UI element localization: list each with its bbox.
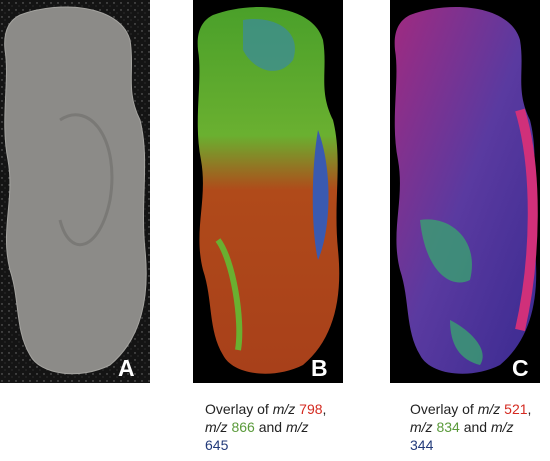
caption-text: , [527,401,532,417]
panel-b: B [193,0,343,383]
caption-text: 645 [205,437,229,453]
caption-text: 866 [231,419,255,435]
caption-text: m/z [285,419,309,435]
panel-label: A [118,355,135,381]
caption-line: 645 [205,436,355,454]
caption-text: 834 [436,419,460,435]
panel-c: C [390,0,540,383]
panel-a: A [0,0,150,383]
caption-line: Overlay of m/z 521, [410,400,550,418]
region [243,19,295,71]
caption-text: m/z [272,401,296,417]
caption-text: m/z [477,401,501,417]
region [312,130,329,260]
tissue [4,6,147,375]
caption-text: Overlay of [410,401,478,417]
caption-text: 344 [410,437,434,453]
caption-line: m/z 834 and m/z [410,418,550,436]
caption-line: 344 [410,436,550,454]
caption-text: Overlay of [205,401,273,417]
caption-text: m/z [410,419,433,435]
caption-line: Overlay of m/z 798, [205,400,355,418]
caption-text: 521 [504,401,528,417]
region [450,320,483,365]
caption-text: m/z [205,419,228,435]
caption-text: 798 [299,401,323,417]
caption-text: and [459,419,491,435]
caption: Overlay of m/z 798, m/z 866 and m/z 645 [205,400,355,454]
caption-text: and [254,419,286,435]
region [215,238,243,351]
panel-label: B [311,355,328,381]
region [515,108,538,332]
tissue [394,7,537,374]
caption-line: m/z 866 and m/z [205,418,355,436]
region [420,219,472,283]
caption-text: , [322,401,327,417]
caption: Overlay of m/z 521, m/z 834 and m/z 344 [410,400,550,454]
caption-text: m/z [490,419,514,435]
tissue-fold [58,113,114,247]
panel-label: C [512,355,529,381]
